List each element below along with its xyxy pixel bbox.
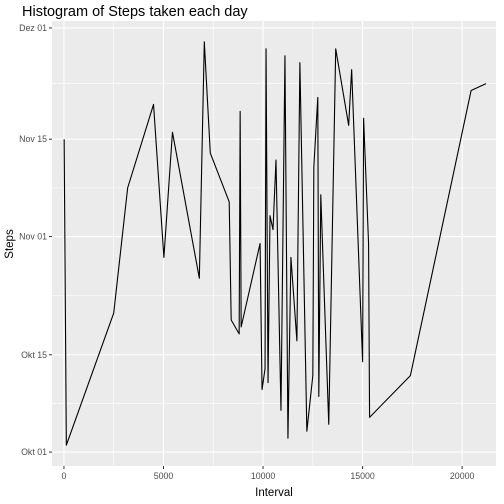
x-axis-title: Interval	[255, 487, 293, 499]
x-tick-label: 0	[61, 471, 66, 481]
y-tick-label: Dez 01	[19, 23, 47, 33]
x-tick-label: 15000	[350, 471, 375, 481]
y-tick-label: Nov 01	[19, 232, 47, 242]
series-line	[63, 41, 487, 446]
x-tick-label: 20000	[450, 471, 475, 481]
x-tick-label: 10000	[251, 471, 276, 481]
x-tick-label: 5000	[154, 471, 174, 481]
y-tick-label: Okt 15	[21, 350, 47, 360]
series-layer	[63, 41, 487, 446]
x-axis: 0 5000 10000 15000 20000	[61, 466, 474, 481]
y-axis-title: Steps	[4, 229, 16, 259]
y-tick-label: Okt 01	[21, 447, 47, 457]
y-axis: Okt 01 Okt 15 Nov 01 Nov 15 Dez 01	[19, 23, 52, 457]
grid-layer	[52, 21, 496, 466]
chart-title: Histogram of Steps taken each day	[22, 4, 248, 20]
y-tick-label: Nov 15	[19, 134, 47, 144]
plot-panel	[52, 21, 496, 466]
